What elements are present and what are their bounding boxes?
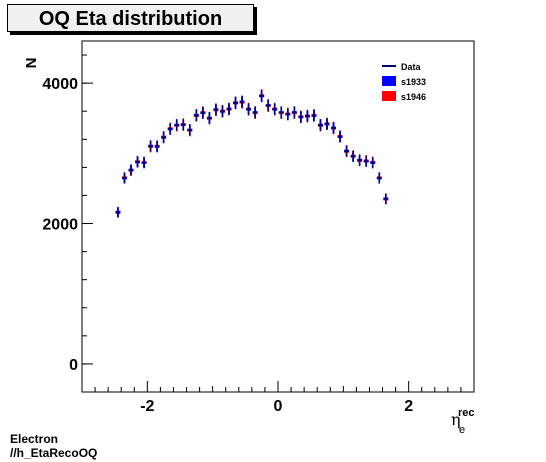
data-point bbox=[154, 140, 160, 152]
chart-title: OQ Eta distribution bbox=[38, 8, 223, 30]
data-point bbox=[318, 119, 323, 131]
data-point bbox=[226, 103, 232, 115]
x-tick-label: 0 bbox=[274, 398, 283, 415]
data-point bbox=[167, 123, 173, 135]
data-point bbox=[180, 119, 186, 131]
data-point bbox=[220, 105, 225, 117]
data-point bbox=[200, 106, 206, 119]
data-point bbox=[357, 155, 363, 166]
legend-label: s1946 bbox=[401, 92, 426, 102]
legend-label: Data bbox=[401, 62, 422, 72]
data-point bbox=[291, 106, 297, 119]
data-point bbox=[304, 110, 310, 122]
data-point bbox=[376, 172, 382, 183]
y-axis-label: N bbox=[23, 58, 40, 69]
data-point bbox=[285, 108, 291, 120]
data-point bbox=[141, 157, 147, 168]
data-point bbox=[239, 96, 245, 108]
data-point bbox=[311, 109, 317, 121]
data-point bbox=[344, 145, 350, 157]
data-point bbox=[370, 157, 376, 168]
data-point bbox=[233, 97, 238, 109]
tick-labels: -2 0 2 0 2000 4000 bbox=[42, 76, 413, 415]
axis-labels: N η e rec bbox=[23, 58, 475, 436]
data-point bbox=[278, 106, 284, 119]
data-markers bbox=[115, 89, 389, 218]
data-point bbox=[174, 119, 180, 131]
footer-line-2: //h_EtaRecoOQ bbox=[10, 446, 98, 460]
data-point bbox=[252, 106, 258, 119]
footer-line-1: Electron bbox=[10, 432, 59, 446]
legend: Data s1933 s1946 bbox=[382, 62, 426, 102]
data-point bbox=[122, 172, 127, 183]
data-point bbox=[324, 118, 330, 130]
legend-box-icon bbox=[382, 91, 396, 101]
data-point bbox=[272, 103, 278, 115]
data-point bbox=[337, 131, 343, 142]
x-axis-label-sub: e bbox=[459, 424, 465, 436]
axis-ticks bbox=[81, 54, 475, 393]
data-point bbox=[128, 165, 134, 176]
data-point bbox=[265, 99, 271, 112]
data-point bbox=[148, 140, 154, 152]
data-point bbox=[161, 131, 167, 143]
data-point bbox=[213, 104, 219, 116]
data-point bbox=[331, 122, 336, 134]
data-point bbox=[135, 156, 140, 167]
legend-box-icon bbox=[382, 76, 396, 86]
data-point bbox=[259, 90, 265, 102]
y-tick-label: 2000 bbox=[42, 217, 78, 234]
x-tick-label: 2 bbox=[404, 398, 413, 415]
data-point bbox=[187, 124, 193, 136]
x-axis-label-sup: rec bbox=[458, 407, 475, 419]
data-point bbox=[363, 155, 369, 167]
y-tick-label: 0 bbox=[69, 357, 78, 374]
y-tick-label: 4000 bbox=[42, 76, 78, 93]
data-point bbox=[115, 208, 121, 218]
data-point bbox=[350, 150, 356, 162]
x-axis-label-main: η bbox=[451, 410, 461, 429]
title-box: OQ Eta distribution bbox=[7, 4, 254, 32]
x-tick-label: -2 bbox=[140, 398, 154, 415]
data-point bbox=[193, 109, 199, 121]
data-point bbox=[206, 112, 212, 124]
data-point bbox=[246, 103, 252, 115]
data-point bbox=[383, 194, 389, 204]
legend-label: s1933 bbox=[401, 77, 426, 87]
data-point bbox=[298, 111, 304, 123]
